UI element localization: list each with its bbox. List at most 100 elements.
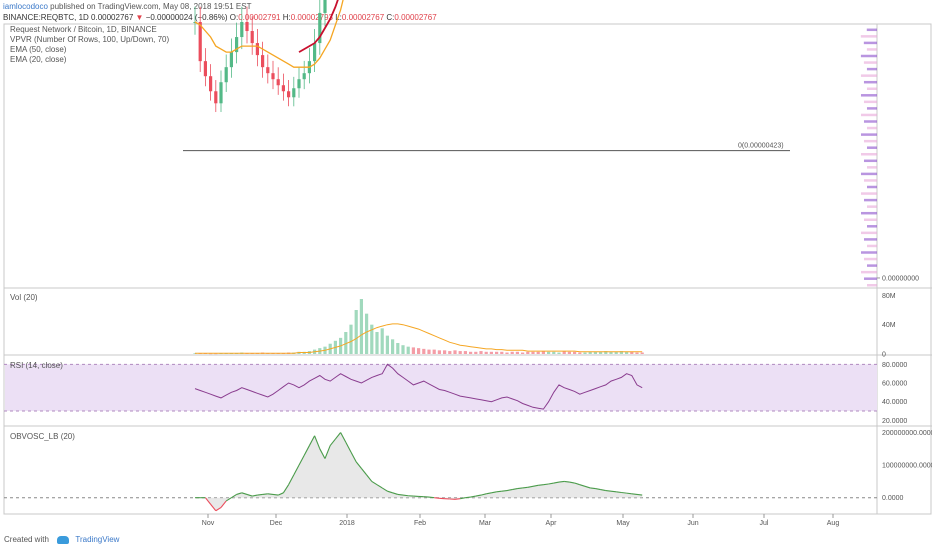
volume-bar — [599, 351, 603, 354]
candle — [323, 0, 327, 13]
footer: Created with TradingView — [4, 535, 119, 544]
c-label: C: — [386, 13, 395, 22]
volume-bar — [541, 351, 545, 354]
obv-line-segment — [636, 493, 643, 496]
candle — [198, 21, 202, 62]
x-tick-label: Mar — [479, 520, 492, 527]
rsi-tick-label: 40.0000 — [882, 399, 907, 406]
obv-tick-label: 200000000.0000 — [882, 430, 932, 437]
obv-line-segment — [298, 455, 305, 466]
volume-bar — [479, 351, 483, 354]
x-tick-label: Jul — [760, 520, 769, 527]
tradingview-logo-icon — [57, 535, 70, 544]
obv-line-segment — [350, 451, 357, 463]
vpvr-bar — [863, 41, 877, 45]
volume-bar — [427, 349, 431, 354]
obv-line-segment — [293, 464, 300, 476]
obv-line-segment — [241, 492, 248, 495]
volume-bar — [515, 351, 519, 354]
o-label: O: — [229, 13, 239, 22]
obv-line-segment — [267, 493, 274, 495]
vpvr-bar — [863, 80, 877, 84]
candle — [281, 85, 285, 92]
obv-line-segment — [434, 497, 440, 499]
x-tick-label: Dec — [270, 520, 283, 527]
obv-line-segment — [548, 482, 554, 485]
legend-vol[interactable]: Vol (20) — [10, 293, 38, 302]
candle — [245, 21, 249, 32]
obv-line-segment — [517, 487, 523, 490]
obv-line-segment — [600, 489, 606, 492]
obv-line-segment — [626, 492, 632, 495]
obv-line-segment — [496, 490, 502, 493]
obv-line-segment — [308, 435, 316, 446]
vpvr-bar — [863, 238, 877, 241]
candle — [235, 37, 239, 53]
candle — [219, 82, 223, 104]
vpvr-bar — [866, 225, 877, 228]
chart-title: Request Network / Bitcoin, 1D, BINANCE — [10, 25, 157, 34]
obv-line-segment — [340, 432, 347, 443]
legend-rsi[interactable]: RSI (14, close) — [10, 361, 63, 370]
obv-line-segment — [605, 489, 612, 492]
rsi-line — [194, 363, 643, 410]
volume-bar — [209, 353, 213, 355]
vpvr-bar — [863, 159, 877, 163]
volume-bar — [588, 351, 592, 354]
volume-bar — [567, 351, 571, 354]
volume-bar — [635, 352, 639, 354]
candle — [302, 73, 306, 80]
volume-bar — [495, 351, 499, 354]
last-price: 0.00002767 — [91, 13, 134, 22]
vpvr-bar — [860, 211, 877, 215]
obv-line-segment — [491, 491, 497, 494]
volume-bar — [521, 352, 525, 354]
vpvr-bar — [860, 153, 877, 156]
volume-bar — [453, 350, 457, 354]
obv-line-segment — [360, 468, 368, 476]
volume-ma-line — [195, 323, 643, 354]
volume-bar — [531, 351, 535, 354]
vpvr-bar — [867, 264, 877, 267]
obv-line-segment — [236, 492, 242, 495]
obv-line-segment — [397, 493, 404, 496]
obv-line-segment — [538, 484, 544, 486]
chart-frame — [3, 23, 932, 515]
price-tick-label: 0.00000000 — [882, 275, 919, 282]
legend-vpvr[interactable]: VPVR (Number Of Rows, 100, Up/Down, 70) — [10, 35, 170, 44]
open-value: 0.00002791 — [238, 13, 281, 22]
volume-bar — [552, 351, 556, 354]
volume-bar — [365, 313, 369, 354]
legend-ema20[interactable]: EMA (20, close) — [10, 55, 67, 64]
down-arrow-icon: ▼ — [135, 13, 144, 22]
x-tick-label: Jun — [687, 520, 698, 527]
volume-bar — [609, 351, 613, 354]
author-link[interactable]: iamlocodoco — [3, 2, 48, 11]
volume-bar — [448, 351, 452, 354]
obv-line-segment — [387, 490, 393, 494]
obv-line-segment — [584, 485, 591, 489]
volume-bar — [396, 343, 400, 354]
obv-line-segment — [220, 500, 227, 508]
vpvr-bar — [866, 87, 877, 90]
vpvr-bar — [866, 126, 877, 130]
volume-bar — [463, 351, 467, 354]
candle — [313, 43, 317, 62]
vpvr-bar — [863, 61, 877, 64]
volume-bar — [349, 324, 353, 354]
obv-line-segment — [506, 489, 513, 492]
vpvr-bar — [866, 146, 877, 149]
vol-tick-label: 0 — [882, 352, 886, 359]
close-value: 0.00002767 — [394, 13, 437, 22]
volume-bar — [214, 353, 218, 355]
candle — [203, 61, 207, 77]
legend-obv[interactable]: OBVOSC_LB (20) — [10, 432, 75, 441]
legend-ema50[interactable]: EMA (50, close) — [10, 45, 67, 54]
candle — [229, 52, 233, 68]
candle — [271, 73, 275, 80]
price-legend: Request Network / Bitcoin, 1D, BINANCE V… — [10, 25, 169, 65]
vpvr-bar — [860, 94, 877, 97]
volume-bar — [406, 346, 410, 354]
tradingview-link[interactable]: TradingView — [75, 535, 120, 544]
